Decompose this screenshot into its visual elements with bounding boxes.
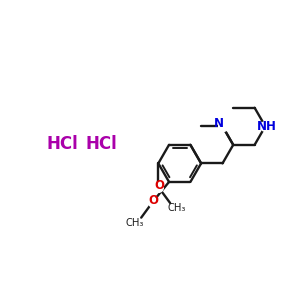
Text: HCl: HCl	[46, 135, 78, 153]
Text: CH₃: CH₃	[167, 203, 186, 213]
Text: CH₃: CH₃	[125, 218, 144, 228]
Text: NH: NH	[257, 120, 277, 133]
Text: N: N	[214, 117, 224, 130]
Text: O: O	[154, 179, 164, 192]
Text: O: O	[148, 194, 158, 207]
Text: HCl: HCl	[85, 135, 117, 153]
